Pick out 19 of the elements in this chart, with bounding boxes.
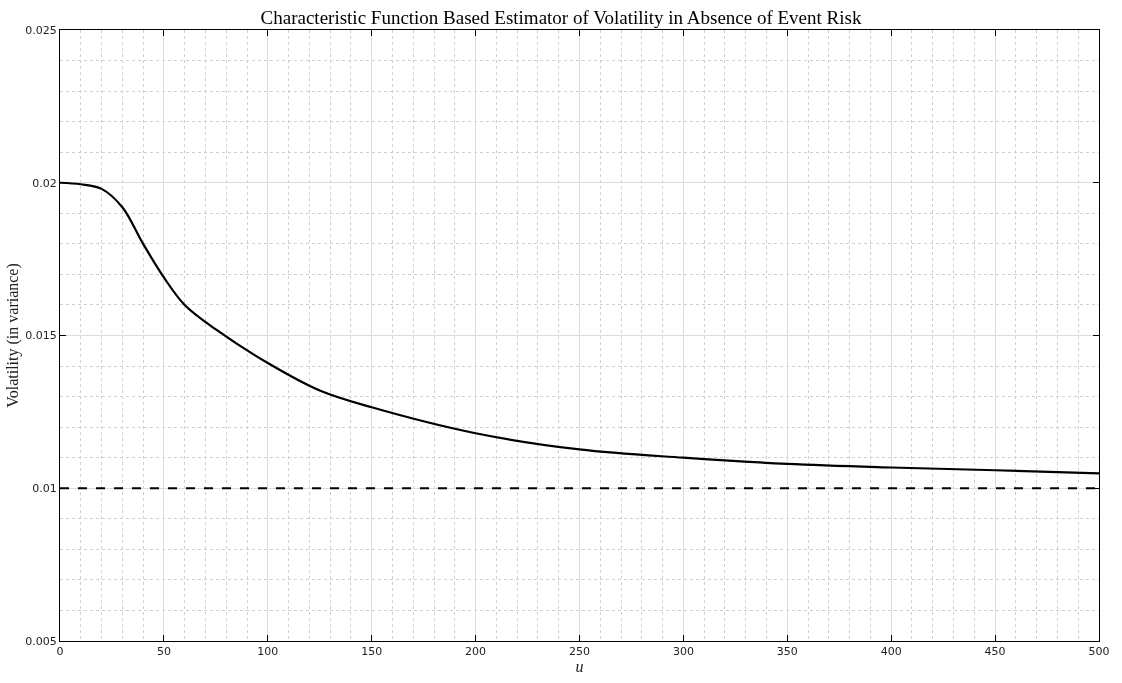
y-tick-label: 0.01 — [32, 482, 57, 496]
x-tick-label: 0 — [56, 645, 64, 659]
x-tick-label: 500 — [1088, 645, 1110, 659]
x-tick-label: 150 — [361, 645, 383, 659]
x-tick-label: 450 — [984, 645, 1006, 659]
y-axis-title: Volatility (in variance) — [4, 263, 23, 408]
y-tick-label: 0.02 — [32, 176, 57, 190]
y-tick-label: 0.025 — [25, 23, 57, 37]
y-tick-label: 0.005 — [25, 634, 57, 648]
x-tick-label: 100 — [257, 645, 279, 659]
x-axis-title: u — [575, 658, 584, 676]
x-tick-label: 300 — [672, 645, 694, 659]
x-tick-label: 200 — [465, 645, 487, 659]
y-tick-label: 0.015 — [25, 329, 57, 343]
x-tick-label: 250 — [569, 645, 590, 659]
x-tick-label: 50 — [156, 645, 171, 659]
x-tick-label: 350 — [776, 645, 798, 659]
chart-title: Characteristic Function Based Estimator of Volatility in Absence of Event Risk — [260, 6, 862, 28]
x-tick-label: 400 — [880, 645, 902, 659]
